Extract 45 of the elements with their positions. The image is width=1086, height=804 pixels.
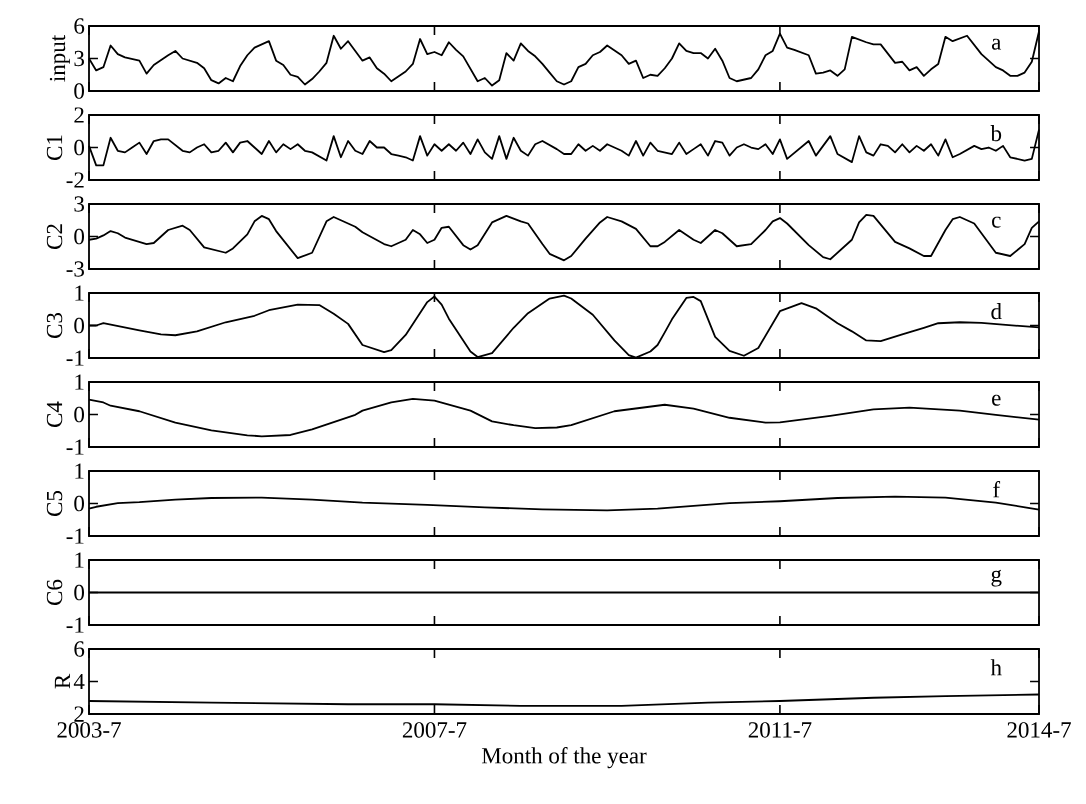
y-tick-label: -1 [66, 617, 84, 633]
x-tick-label: 2003-7 [57, 722, 121, 738]
annotation: e [992, 394, 1001, 406]
y-tick-label: 6 [74, 641, 85, 657]
y-tick-label: 3 [74, 196, 84, 212]
y-tick-label: -2 [66, 172, 84, 188]
y-tick-label: 1 [75, 285, 84, 301]
y-tick-label: -1 [66, 528, 84, 544]
annotation: h [990, 659, 1002, 676]
y-tick-label: 0 [74, 406, 84, 423]
y-tick-label: 0 [74, 83, 84, 99]
y-axis-title: C5 [46, 490, 63, 516]
x-tick-label: 2007-7 [402, 722, 467, 738]
y-axis-title: R [54, 673, 70, 689]
y-tick-label: 0 [74, 317, 84, 334]
x-tick-label: 2011-7 [748, 722, 812, 738]
y-tick-label: 0 [74, 139, 84, 156]
y-tick-label: 6 [74, 18, 85, 34]
annotation: d [991, 303, 1002, 320]
y-tick-label: 1 [75, 552, 84, 568]
y-tick-label: 0 [74, 228, 84, 245]
y-tick-label: 1 [75, 463, 84, 479]
y-tick-label: 0 [74, 495, 84, 512]
y-tick-label: 0 [74, 584, 84, 601]
annotation: a [991, 38, 1002, 50]
y-tick-label: -1 [66, 350, 84, 366]
annotation: b [990, 125, 1002, 142]
y-tick-label: 3 [74, 50, 84, 67]
y-tick-label: 2 [74, 107, 84, 123]
y-tick-label: -1 [66, 439, 84, 455]
y-axis-title: C3 [46, 312, 63, 338]
y-axis-title: input [49, 35, 70, 82]
x-tick-label: 2014-7 [1007, 722, 1071, 738]
annotation: g [991, 569, 1002, 587]
y-tick-label: 2 [74, 706, 84, 722]
x-axis-title: Month of the year [481, 747, 647, 769]
y-axis-title: C1 [46, 135, 63, 160]
y-tick-label: 1 [75, 374, 84, 390]
annotation: c [992, 216, 1001, 228]
y-axis-title: C4 [46, 401, 63, 427]
y-tick-label: 4 [73, 673, 85, 690]
y-axis-title: C6 [46, 579, 63, 605]
y-tick-label: -3 [66, 261, 84, 277]
y-axis-title: C2 [46, 224, 63, 249]
annotation: f [993, 481, 1001, 498]
